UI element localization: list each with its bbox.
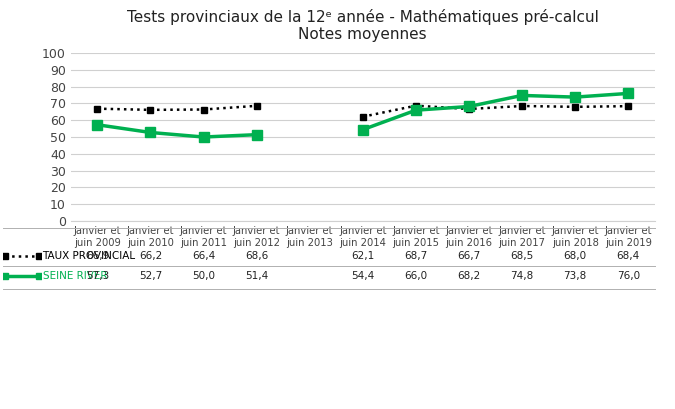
Text: TAUX PROVINCIAL: TAUX PROVINCIAL bbox=[43, 251, 136, 261]
Text: 62,1: 62,1 bbox=[351, 251, 375, 261]
Text: 74,8: 74,8 bbox=[510, 271, 534, 281]
Text: 50,0: 50,0 bbox=[192, 271, 215, 281]
Text: 66,9: 66,9 bbox=[86, 251, 109, 261]
Text: 76,0: 76,0 bbox=[617, 271, 640, 281]
Text: 57,3: 57,3 bbox=[86, 271, 109, 281]
Text: 66,2: 66,2 bbox=[139, 251, 162, 261]
Text: 68,2: 68,2 bbox=[458, 271, 481, 281]
Text: 54,4: 54,4 bbox=[351, 271, 375, 281]
Text: 66,7: 66,7 bbox=[458, 251, 481, 261]
Text: 66,4: 66,4 bbox=[192, 251, 215, 261]
Text: 51,4: 51,4 bbox=[245, 271, 268, 281]
Text: 68,5: 68,5 bbox=[510, 251, 534, 261]
Text: 68,7: 68,7 bbox=[404, 251, 427, 261]
Text: 68,6: 68,6 bbox=[245, 251, 268, 261]
Text: SEINE RIVER: SEINE RIVER bbox=[43, 271, 107, 281]
Title: Tests provinciaux de la 12ᵉ année - Mathématiques pré-calcul
Notes moyennes: Tests provinciaux de la 12ᵉ année - Math… bbox=[127, 9, 599, 42]
Text: 68,0: 68,0 bbox=[564, 251, 587, 261]
Text: 68,4: 68,4 bbox=[616, 251, 640, 261]
Text: 52,7: 52,7 bbox=[139, 271, 162, 281]
Text: 66,0: 66,0 bbox=[404, 271, 427, 281]
Text: 73,8: 73,8 bbox=[564, 271, 587, 281]
